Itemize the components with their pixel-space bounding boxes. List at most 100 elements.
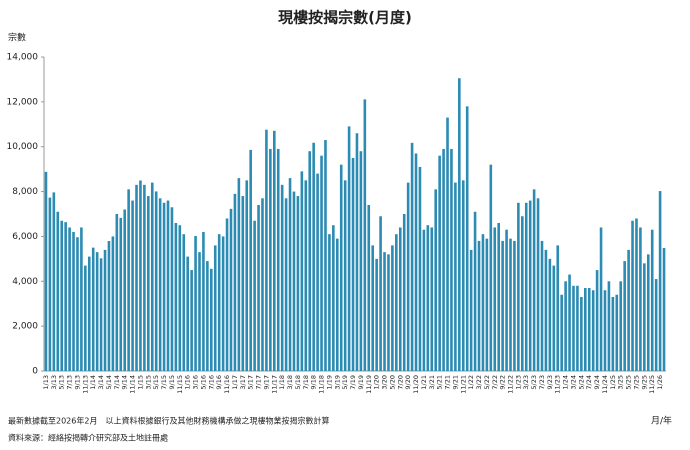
bar [190,270,193,371]
bar [521,216,524,371]
x-tick-label: 5/16 [199,375,207,390]
y-tick-label: 14,000 [7,53,39,63]
x-tick-label: 9/23 [546,375,554,390]
bar [580,296,583,371]
bar [556,245,560,371]
bar [422,229,426,371]
x-tick-label: 11/21 [459,375,467,394]
bar [162,202,166,371]
bar [127,189,130,371]
bar [213,245,217,371]
bar [111,236,115,371]
x-tick-label: 11/23 [554,375,562,394]
bar [95,252,99,371]
x-tick-label: 9/20 [404,375,412,390]
source-note: 資料來源：經絡按揭轉介研究部及土地註冊處 [8,433,168,443]
bar [367,205,371,371]
bar [418,166,422,371]
bar [355,133,359,371]
bar [261,198,264,371]
bar [434,189,438,371]
bar [595,270,599,371]
x-tick-label: 9/18 [310,375,318,390]
x-tick-label: 11/14 [129,375,137,394]
bar [265,129,268,371]
bar [91,247,95,371]
bar [182,234,186,371]
footnote: 最新數據截至2026年2月 以上資料根據銀行及其他財務機構承做之現樓物業按揭宗數… [8,416,329,426]
bar [198,252,201,371]
x-tick-label: 3/22 [475,375,483,390]
bar [68,227,71,371]
bar [135,184,138,371]
bar [52,192,56,371]
y-tick-label: 10,000 [7,142,39,152]
x-tick-label: 1/20 [373,375,381,390]
bar [662,248,666,371]
x-tick-label: 3/18 [286,375,294,390]
x-tick-label: 7/17 [255,375,263,390]
x-tick-label: 3/15 [144,375,152,390]
bar [599,227,603,371]
bar [395,234,398,371]
x-tick-label: 11/25 [648,375,656,394]
x-tick-label: 9/13 [73,375,81,390]
x-tick-label: 1/21 [420,375,428,390]
bar [615,294,619,371]
bar [312,142,315,371]
x-tick-label: 9/25 [640,375,648,390]
x-tick-label: 11/24 [601,375,609,394]
bar [288,178,292,371]
bar [178,225,182,371]
y-tick-label: 0 [32,367,38,377]
bar [450,148,453,371]
bar [383,252,386,371]
bar [473,211,477,371]
x-tick-label: 9/24 [593,375,601,390]
bar [359,151,363,371]
bar [194,235,197,371]
bar [387,254,390,371]
bar [363,99,367,371]
x-tick-label: 11/16 [223,375,231,394]
x-tick-label: 5/22 [483,375,491,390]
x-tick-label: 7/25 [632,375,640,390]
bar [150,182,154,371]
bar [650,229,654,371]
bar [245,180,249,371]
bar [517,202,520,371]
bar [583,288,587,371]
bar [229,208,233,371]
bar [509,238,512,371]
y-tick-label: 4,000 [12,277,38,287]
bar [497,222,500,371]
bar [414,153,418,371]
bar [186,256,189,371]
bar [99,258,103,371]
bar [276,148,280,371]
bar [548,258,552,371]
bar [143,184,146,371]
x-tick-label: 5/14 [105,375,113,390]
bar [269,148,272,371]
x-tick-label: 5/17 [247,375,255,390]
bar [225,218,229,371]
x-tick-label: 9/16 [215,375,223,390]
bar [371,245,375,371]
x-tick-label: 3/14 [97,375,105,390]
bar [430,227,434,371]
x-tick-label: 3/16 [192,375,200,390]
bar [623,261,626,371]
x-tick-label: 5/20 [388,375,396,390]
x-tick-label: 7/15 [160,375,168,390]
bar [56,211,60,371]
bar [103,249,107,371]
chart-title: 現樓按揭宗數(月度) [278,9,412,27]
bar [351,157,355,371]
bar [379,216,382,371]
bar [532,189,536,371]
bar [272,130,276,371]
bar [296,196,300,371]
bar [627,249,630,371]
bar [493,227,497,371]
